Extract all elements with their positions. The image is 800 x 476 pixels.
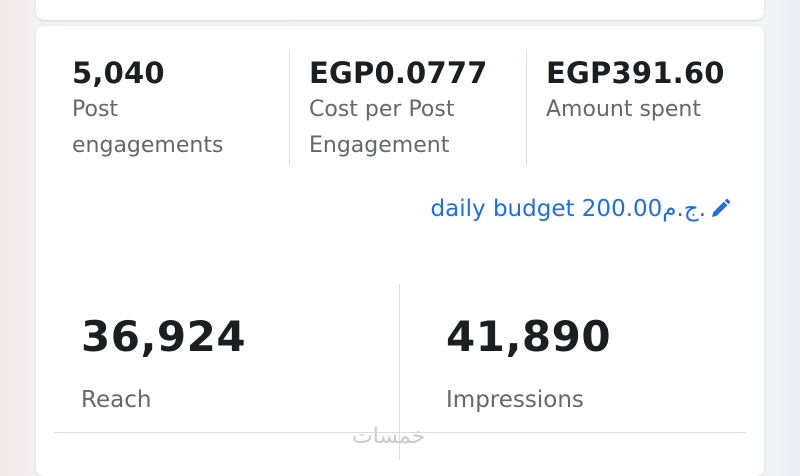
daily-budget-text: daily budget 200.00ج.م.: [430, 196, 706, 222]
impressions-value: 41,890: [446, 312, 612, 361]
watermark: خمسات: [352, 424, 426, 449]
metric-label: Post engagements: [72, 92, 282, 164]
metric-label-line1: Amount spent: [546, 97, 701, 122]
previous-card-bottom: [36, 0, 764, 20]
metric-amount-spent: EGP391.60 Amount spent: [546, 56, 756, 128]
metric-label: Amount spent: [546, 92, 756, 128]
metric-label: Cost per Post Engagement: [309, 92, 519, 164]
totals-divider: [399, 284, 400, 460]
insights-card: [36, 26, 764, 476]
metric-divider: [526, 52, 527, 166]
metric-impressions: 41,890 Impressions: [446, 312, 746, 413]
pencil-icon: [712, 198, 731, 217]
metric-reach: 36,924 Reach: [81, 312, 381, 413]
metric-value: 5,040: [72, 56, 165, 90]
metric-label-line2: Engagement: [309, 133, 450, 158]
bottom-divider: [54, 432, 746, 433]
reach-label: Reach: [81, 387, 152, 413]
metric-post-engagements: 5,040 Post engagements: [72, 56, 282, 164]
reach-value: 36,924: [81, 312, 247, 361]
metric-divider: [289, 52, 290, 166]
metric-label-line1: Post: [72, 97, 119, 122]
metric-cost-per-post-engagement: EGP0.0777 Cost per Post Engagement: [309, 56, 519, 164]
edit-daily-budget-link[interactable]: daily budget 200.00ج.م.: [357, 191, 732, 227]
metric-value: EGP391.60: [546, 56, 725, 90]
metric-value: EGP0.0777: [309, 56, 488, 90]
metric-label-line2: engagements: [72, 133, 224, 158]
metric-label-line1: Cost per Post: [309, 97, 455, 122]
impressions-label: Impressions: [446, 387, 584, 413]
